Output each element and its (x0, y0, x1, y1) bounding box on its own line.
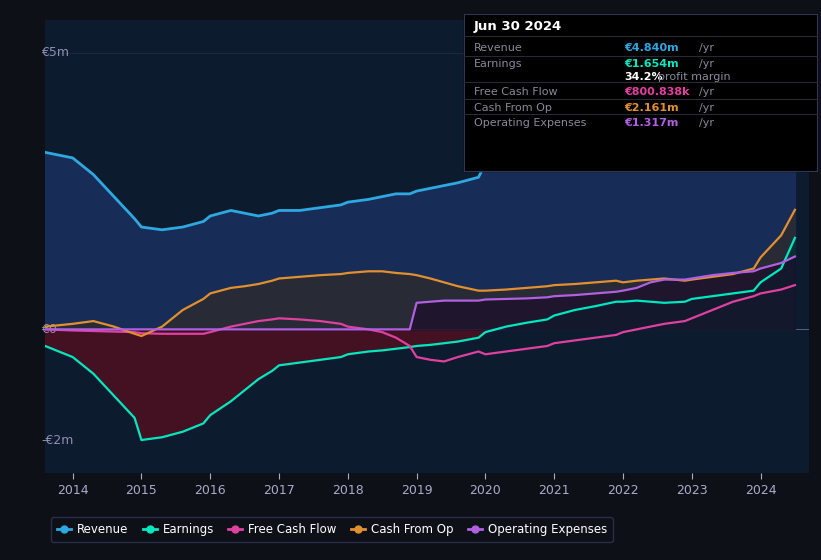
Text: Cash From Op: Cash From Op (474, 102, 552, 113)
Text: /yr: /yr (699, 102, 714, 113)
Text: €0: €0 (41, 323, 57, 336)
Text: €2.161m: €2.161m (624, 102, 679, 113)
Text: €800.838k: €800.838k (624, 87, 690, 97)
Text: /yr: /yr (699, 59, 714, 69)
Text: Jun 30 2024: Jun 30 2024 (474, 20, 562, 32)
Text: profit margin: profit margin (658, 72, 731, 82)
Text: €5m: €5m (41, 46, 69, 59)
Text: /yr: /yr (699, 118, 714, 128)
Text: 34.2%: 34.2% (624, 72, 663, 82)
Legend: Revenue, Earnings, Free Cash Flow, Cash From Op, Operating Expenses: Revenue, Earnings, Free Cash Flow, Cash … (51, 517, 612, 542)
Text: Free Cash Flow: Free Cash Flow (474, 87, 557, 97)
Text: Revenue: Revenue (474, 43, 522, 53)
Text: -€2m: -€2m (41, 433, 74, 446)
Text: Earnings: Earnings (474, 59, 522, 69)
Text: /yr: /yr (699, 43, 714, 53)
Text: €4.840m: €4.840m (624, 43, 679, 53)
Text: €1.317m: €1.317m (624, 118, 678, 128)
Text: €1.654m: €1.654m (624, 59, 679, 69)
Text: Operating Expenses: Operating Expenses (474, 118, 586, 128)
Text: /yr: /yr (699, 87, 714, 97)
